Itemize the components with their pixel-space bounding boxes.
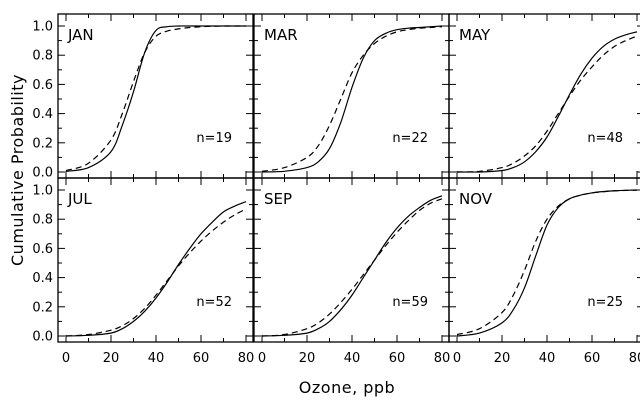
x-tick-label: 0 [62, 351, 70, 366]
x-tick-label: 80 [238, 351, 255, 366]
y-tick-label: 0.0 [32, 166, 53, 181]
x-tick-label: 80 [434, 351, 451, 366]
y-tick-label: 0.6 [32, 242, 53, 257]
y-tick-label: 0.8 [32, 213, 53, 228]
cdf-curve-dashed [65, 208, 247, 337]
x-tick-label: 80 [629, 351, 640, 366]
panel-jul: 0 20 40 60 80 0.0 0.2 0.4 0.6 0.8 1.0 JUL n=52 [32, 177, 255, 366]
y-tick-label: 0.8 [32, 49, 53, 64]
panel-sample-size-label: n=48 [587, 131, 623, 146]
y-tick-label: 0.6 [32, 78, 53, 93]
panel-month-label: NOV [459, 190, 493, 208]
panel-month-label: MAY [459, 26, 491, 44]
cdf-curve-solid [65, 201, 247, 337]
y-axis-title: Cumulative Probability [8, 74, 27, 266]
x-tick-label: 40 [344, 351, 361, 366]
y-tick-label: 1.0 [32, 20, 53, 35]
panel-sample-size-label: n=52 [196, 295, 232, 310]
panel-month-label: SEP [264, 190, 292, 208]
y-tick-label: 0.4 [32, 271, 53, 286]
cdf-curve-solid [456, 189, 638, 337]
x-tick-label: 40 [148, 351, 165, 366]
panel-sample-size-label: n=19 [196, 131, 232, 146]
x-tick-label: 20 [299, 351, 316, 366]
x-tick-label: 0 [453, 351, 461, 366]
x-tick-label: 60 [584, 351, 601, 366]
panel-month-label: MAR [264, 26, 298, 44]
panel-sep: 0 20 40 60 80 SEP n=59 [253, 177, 451, 366]
cdf-curve-solid [456, 31, 638, 173]
y-tick-label: 0.2 [32, 300, 53, 315]
panel-mar: MAR n=22 [253, 13, 450, 179]
cdf-curve-dashed [456, 35, 638, 173]
cdf-curve-solid [65, 25, 246, 172]
panel-month-label: JUL [67, 190, 92, 208]
y-tick-label: 0.4 [32, 107, 53, 122]
panel-month-label: JAN [67, 26, 94, 44]
cdf-curve-dashed [65, 25, 246, 172]
x-tick-label: 60 [389, 351, 406, 366]
x-axis-title: Ozone, ppb [299, 378, 395, 397]
y-tick-label: 0.2 [32, 136, 53, 151]
x-tick-label: 0 [258, 351, 266, 366]
cdf-curve-solid [261, 195, 443, 337]
cdf-curve-dashed [456, 189, 638, 336]
cdf-curve-dashed [261, 26, 443, 172]
panel-sample-size-label: n=22 [392, 131, 428, 146]
cdf-curve-solid [261, 25, 443, 173]
y-tick-label: 0.0 [32, 330, 53, 345]
x-tick-label: 60 [193, 351, 210, 366]
panel-nov: 0 20 40 60 80 NOV n=25 [448, 177, 640, 366]
x-tick-label: 20 [103, 351, 120, 366]
panel-jan: 0.0 0.2 0.4 0.6 0.8 1.0 JAN n=19 [32, 13, 254, 181]
cdf-curve-dashed [261, 198, 443, 337]
panel-sample-size-label: n=59 [392, 295, 428, 310]
x-tick-label: 40 [539, 351, 556, 366]
panel-may: MAY n=48 [448, 13, 640, 179]
y-tick-label: 1.0 [32, 184, 53, 199]
x-tick-label: 20 [494, 351, 511, 366]
panel-sample-size-label: n=25 [587, 295, 623, 310]
panels-layer: 0.0 0.2 0.4 0.6 0.8 1.0 JAN n=19 MAR n=22 MAY n=48 0… [32, 13, 640, 366]
